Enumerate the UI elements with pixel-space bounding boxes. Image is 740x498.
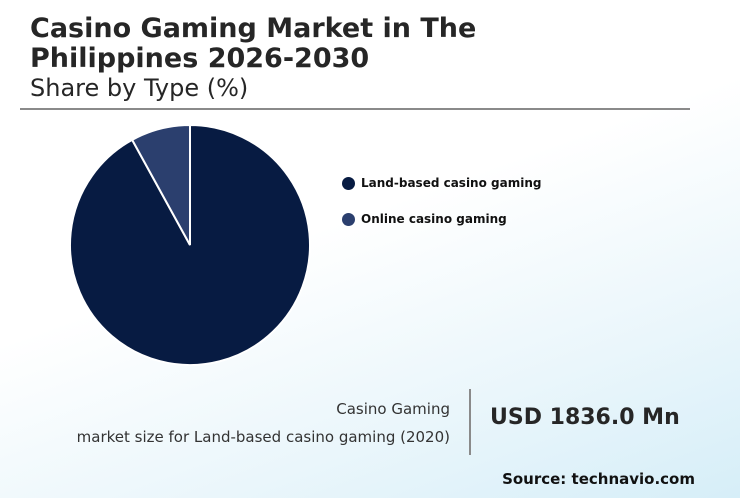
- legend-swatch: [342, 212, 355, 226]
- stat-value: USD 1836.0 Mn: [490, 405, 680, 430]
- pie-slice-online-casino-gaming: [130, 123, 191, 246]
- title-divider: [20, 108, 690, 110]
- stat-divider: [469, 389, 471, 455]
- legend-label: Land-based casino gaming: [361, 176, 542, 190]
- legend-item-online: Online casino gaming: [342, 211, 507, 227]
- legend-label: Online casino gaming: [361, 212, 507, 226]
- stat-label-line2: market size for Land-based casino gaming…: [76, 428, 450, 446]
- legend-swatch: [342, 176, 355, 190]
- chart-subtitle: Share by Type (%): [30, 74, 249, 102]
- source-credit: Source: technavio.com: [502, 470, 695, 488]
- chart-title: Casino Gaming Market in The Philippines …: [30, 13, 477, 74]
- legend-item-land-based: Land-based casino gaming: [342, 175, 541, 191]
- stat-label-line1: Casino Gaming: [336, 400, 450, 418]
